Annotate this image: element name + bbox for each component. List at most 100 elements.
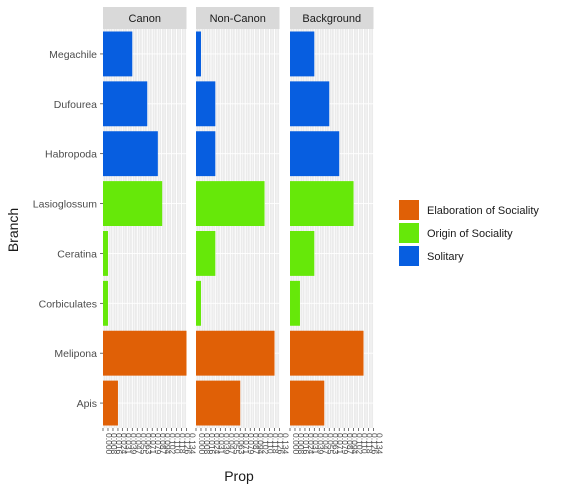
bar-canon-megachile	[103, 31, 133, 77]
x-tick-label: 0.039	[221, 433, 231, 455]
legend-key	[399, 200, 419, 220]
x-tick-label: 0.102	[261, 433, 271, 455]
x-tick-label: 0.071	[335, 433, 345, 455]
facet-non-canon: Non-Canon	[195, 7, 280, 428]
x-tick-label: 0.071	[241, 433, 251, 455]
legend-key	[399, 223, 419, 243]
legend-item-solitary: Solitary	[399, 246, 464, 266]
bar-canon-habropoda	[103, 131, 158, 177]
x-tick-label: 0.031	[216, 433, 226, 455]
x-tick-label: 0.126	[370, 433, 380, 455]
x-tick-label: 0.079	[246, 433, 256, 455]
x-tick-label: 0.008	[109, 433, 119, 455]
bar-non-canon-corbiculates	[196, 280, 201, 326]
x-tick-label: 0.071	[148, 433, 158, 455]
bar-non-canon-habropoda	[196, 131, 216, 177]
x-axis-title: Prop	[224, 468, 254, 484]
x-tick-label: 0.000	[291, 433, 301, 455]
legend-item-origin-of-sociality: Origin of Sociality	[399, 223, 513, 243]
bar-non-canon-melipona	[196, 330, 275, 376]
legend-label: Solitary	[427, 251, 464, 263]
x-tick-label: 0.118	[365, 433, 375, 454]
bar-canon-lasioglossum	[103, 181, 163, 227]
x-tick-label: 0.094	[256, 433, 266, 455]
x-tick-label: 0.047	[133, 433, 143, 455]
y-tick-label: Lasioglossum	[33, 199, 97, 211]
y-tick-label: Apis	[77, 398, 97, 410]
bar-canon-melipona	[103, 330, 187, 376]
x-tick-label: 0.110	[360, 433, 370, 454]
y-tick-label: Corbiculates	[39, 298, 97, 310]
x-tick-label: 0.110	[173, 433, 183, 454]
bar-non-canon-ceratina	[196, 230, 216, 276]
x-tick-label: 0.094	[350, 433, 360, 455]
x-axes: 0.0000.0080.0160.0240.0310.0390.0470.055…	[102, 428, 385, 455]
x-axis-canon: 0.0000.0080.0160.0240.0310.0390.0470.055…	[102, 428, 198, 455]
bar-non-canon-dufourea	[196, 81, 216, 127]
facet-strip	[103, 7, 187, 29]
facet-strip-label: Background	[302, 13, 361, 25]
legend-label: Origin of Sociality	[427, 228, 513, 240]
bar-canon-apis	[103, 380, 118, 426]
facet-strip	[196, 7, 280, 29]
bar-background-ceratina	[290, 230, 315, 276]
x-tick-label: 0.118	[271, 433, 281, 454]
x-tick-label: 0.024	[212, 433, 222, 455]
bar-canon-ceratina	[103, 230, 108, 276]
x-tick-label: 0.031	[310, 433, 320, 455]
facet-panels: Canon Non-Canon Background	[102, 7, 374, 428]
bar-background-dufourea	[290, 81, 330, 127]
x-tick-label: 0.063	[330, 433, 340, 455]
x-tick-label: 0.031	[123, 433, 133, 455]
bar-background-habropoda	[290, 131, 340, 177]
x-tick-label: 0.039	[128, 433, 138, 455]
x-tick-label: 0.079	[340, 433, 350, 455]
x-tick-label: 0.008	[296, 433, 306, 455]
x-tick-label: 0.079	[153, 433, 163, 455]
x-tick-label: 0.008	[202, 433, 212, 455]
x-tick-label: 0.024	[119, 433, 129, 455]
bar-background-melipona	[290, 330, 364, 376]
x-tick-label: 0.134	[375, 433, 385, 455]
y-tick-label: Dufourea	[54, 99, 97, 111]
x-tick-label: 0.039	[315, 433, 325, 455]
x-tick-label: 0.102	[355, 433, 365, 455]
y-tick-label: Habropoda	[45, 149, 97, 161]
x-tick-label: 0.087	[158, 433, 168, 455]
bar-background-apis	[290, 380, 325, 426]
x-tick-label: 0.110	[266, 433, 276, 454]
x-tick-label: 0.016	[114, 433, 124, 455]
y-tick-label: Megachile	[49, 49, 97, 61]
y-axis-title: Branch	[5, 208, 21, 252]
x-tick-label: 0.024	[306, 433, 316, 455]
x-tick-label: 0.047	[320, 433, 330, 455]
bar-background-megachile	[290, 31, 315, 77]
facet-canon: Canon	[102, 7, 187, 428]
x-axis-background: 0.0000.0080.0160.0240.0310.0390.0470.055…	[289, 428, 385, 455]
x-tick-label: 0.055	[138, 433, 148, 455]
legend-key	[399, 246, 419, 266]
legend-item-elaboration-of-sociality: Elaboration of Sociality	[399, 200, 539, 220]
x-tick-label: 0.000	[197, 433, 207, 455]
x-axis-non-canon: 0.0000.0080.0160.0240.0310.0390.0470.055…	[195, 428, 291, 455]
x-tick-label: 0.063	[236, 433, 246, 455]
bar-background-corbiculates	[290, 280, 300, 326]
x-tick-label: 0.055	[231, 433, 241, 455]
x-tick-label: 0.000	[104, 433, 114, 455]
facet-strip	[290, 7, 374, 29]
bar-canon-corbiculates	[103, 280, 108, 326]
x-tick-label: 0.134	[188, 433, 198, 455]
legend: Elaboration of Sociality Origin of Social…	[399, 200, 539, 266]
facet-strip-label: Canon	[129, 13, 161, 25]
facet-background: Background	[289, 7, 374, 428]
x-tick-label: 0.126	[276, 433, 286, 455]
bar-non-canon-lasioglossum	[196, 181, 265, 227]
facet-strip-label: Non-Canon	[210, 13, 266, 25]
x-tick-label: 0.102	[168, 433, 178, 455]
x-tick-label: 0.016	[207, 433, 217, 455]
bar-non-canon-apis	[196, 380, 241, 426]
legend-label: Elaboration of Sociality	[427, 205, 539, 217]
bar-canon-dufourea	[103, 81, 148, 127]
x-tick-label: 0.118	[178, 433, 188, 454]
